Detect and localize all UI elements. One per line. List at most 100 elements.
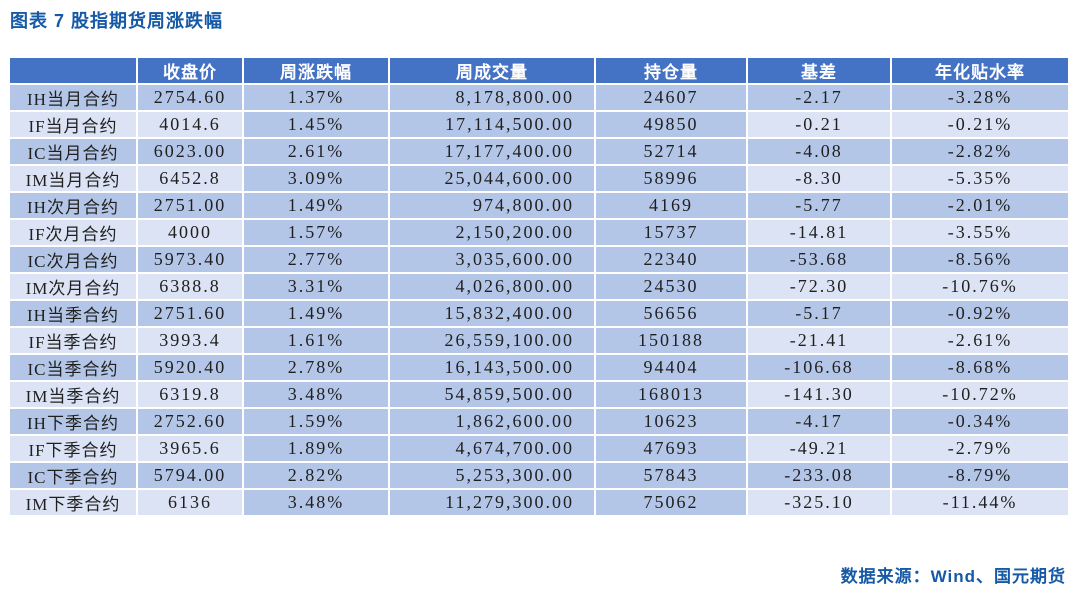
cell-volume: 974,800.00 [390, 193, 594, 218]
cell-oi: 24530 [596, 274, 746, 299]
cell-close: 6023.00 [138, 139, 242, 164]
cell-volume: 25,044,600.00 [390, 166, 594, 191]
cell-chg: 2.61% [244, 139, 388, 164]
cell-oi: 22340 [596, 247, 746, 272]
cell-chg: 1.45% [244, 112, 388, 137]
figure-title: 图表 7 股指期货周涨跌幅 [10, 11, 224, 31]
cell-basis: -325.10 [748, 490, 890, 515]
cell-volume: 2,150,200.00 [390, 220, 594, 245]
cell-oi: 168013 [596, 382, 746, 407]
cell-oi: 94404 [596, 355, 746, 380]
cell-label: IC次月合约 [10, 247, 136, 272]
table-row: IC次月合约 5973.40 2.77% 3,035,600.00 22340 -53.6… [10, 247, 1068, 272]
cell-oi: 24607 [596, 85, 746, 110]
cell-volume: 54,859,500.00 [390, 382, 594, 407]
header-cell-basis: 基差 [748, 58, 890, 83]
cell-basis: -8.30 [748, 166, 890, 191]
cell-basis: -21.41 [748, 328, 890, 353]
cell-chg: 2.78% [244, 355, 388, 380]
cell-basis: -0.21 [748, 112, 890, 137]
cell-annual: -8.68% [892, 355, 1068, 380]
table-row: IH当季合约 2751.60 1.49% 15,832,400.00 56656 -5.1… [10, 301, 1068, 326]
cell-basis: -53.68 [748, 247, 890, 272]
cell-chg: 3.09% [244, 166, 388, 191]
cell-oi: 150188 [596, 328, 746, 353]
cell-close: 6452.8 [138, 166, 242, 191]
cell-label: IH次月合约 [10, 193, 136, 218]
futures-table: 收盘价 周涨跌幅 周成交量 持仓量 基差 年化贴水率 IH当月合约 2754.60… [8, 56, 1070, 517]
cell-close: 2751.00 [138, 193, 242, 218]
cell-annual: -0.34% [892, 409, 1068, 434]
cell-label: IM次月合约 [10, 274, 136, 299]
table-row: IF下季合约 3965.6 1.89% 4,674,700.00 47693 -49.21… [10, 436, 1068, 461]
table-row: IM下季合约 6136 3.48% 11,279,300.00 75062 -325.10… [10, 490, 1068, 515]
cell-close: 3993.4 [138, 328, 242, 353]
cell-label: IC当月合约 [10, 139, 136, 164]
cell-annual: -8.79% [892, 463, 1068, 488]
cell-annual: -2.61% [892, 328, 1068, 353]
cell-annual: -11.44% [892, 490, 1068, 515]
cell-basis: -49.21 [748, 436, 890, 461]
cell-oi: 56656 [596, 301, 746, 326]
cell-close: 2751.60 [138, 301, 242, 326]
cell-chg: 2.82% [244, 463, 388, 488]
header-cell-weekly-volume: 周成交量 [390, 58, 594, 83]
cell-oi: 49850 [596, 112, 746, 137]
cell-basis: -14.81 [748, 220, 890, 245]
cell-volume: 8,178,800.00 [390, 85, 594, 110]
cell-chg: 1.37% [244, 85, 388, 110]
cell-label: IC下季合约 [10, 463, 136, 488]
table-row: IM当季合约 6319.8 3.48% 54,859,500.00 168013 -141… [10, 382, 1068, 407]
cell-oi: 4169 [596, 193, 746, 218]
cell-annual: -0.92% [892, 301, 1068, 326]
cell-volume: 4,026,800.00 [390, 274, 594, 299]
cell-label: IM当月合约 [10, 166, 136, 191]
cell-chg: 3.31% [244, 274, 388, 299]
cell-close: 2754.60 [138, 85, 242, 110]
table-row: IF次月合约 4000 1.57% 2,150,200.00 15737 -14.81 -3… [10, 220, 1068, 245]
cell-label: IM下季合约 [10, 490, 136, 515]
cell-volume: 26,559,100.00 [390, 328, 594, 353]
cell-annual: -3.55% [892, 220, 1068, 245]
cell-label: IH当季合约 [10, 301, 136, 326]
cell-volume: 11,279,300.00 [390, 490, 594, 515]
cell-close: 6319.8 [138, 382, 242, 407]
cell-close: 5920.40 [138, 355, 242, 380]
cell-basis: -4.08 [748, 139, 890, 164]
cell-oi: 52714 [596, 139, 746, 164]
cell-close: 4014.6 [138, 112, 242, 137]
cell-oi: 58996 [596, 166, 746, 191]
table-row: IC当季合约 5920.40 2.78% 16,143,500.00 94404 -106… [10, 355, 1068, 380]
cell-label: IH下季合约 [10, 409, 136, 434]
cell-chg: 1.59% [244, 409, 388, 434]
cell-close: 6388.8 [138, 274, 242, 299]
cell-oi: 75062 [596, 490, 746, 515]
cell-annual: -3.28% [892, 85, 1068, 110]
cell-annual: -8.56% [892, 247, 1068, 272]
table-row: IF当月合约 4014.6 1.45% 17,114,500.00 49850 -0.21… [10, 112, 1068, 137]
table-row: IM当月合约 6452.8 3.09% 25,044,600.00 58996 -8.30… [10, 166, 1068, 191]
table-header-row: 收盘价 周涨跌幅 周成交量 持仓量 基差 年化贴水率 [10, 58, 1068, 83]
cell-annual: -10.72% [892, 382, 1068, 407]
cell-volume: 15,832,400.00 [390, 301, 594, 326]
cell-basis: -2.17 [748, 85, 890, 110]
header-cell-corner [10, 58, 136, 83]
cell-annual: -10.76% [892, 274, 1068, 299]
cell-chg: 1.49% [244, 193, 388, 218]
cell-volume: 17,114,500.00 [390, 112, 594, 137]
cell-label: IC当季合约 [10, 355, 136, 380]
cell-basis: -5.17 [748, 301, 890, 326]
cell-close: 4000 [138, 220, 242, 245]
cell-basis: -233.08 [748, 463, 890, 488]
cell-chg: 1.49% [244, 301, 388, 326]
cell-annual: -0.21% [892, 112, 1068, 137]
table-body: IH当月合约 2754.60 1.37% 8,178,800.00 24607 -2.17… [10, 85, 1068, 515]
cell-volume: 16,143,500.00 [390, 355, 594, 380]
cell-label: IH当月合约 [10, 85, 136, 110]
header-cell-open-interest: 持仓量 [596, 58, 746, 83]
header-cell-close-price: 收盘价 [138, 58, 242, 83]
cell-chg: 1.57% [244, 220, 388, 245]
cell-chg: 1.61% [244, 328, 388, 353]
table-row: IC下季合约 5794.00 2.82% 5,253,300.00 57843 -233.… [10, 463, 1068, 488]
cell-chg: 1.89% [244, 436, 388, 461]
